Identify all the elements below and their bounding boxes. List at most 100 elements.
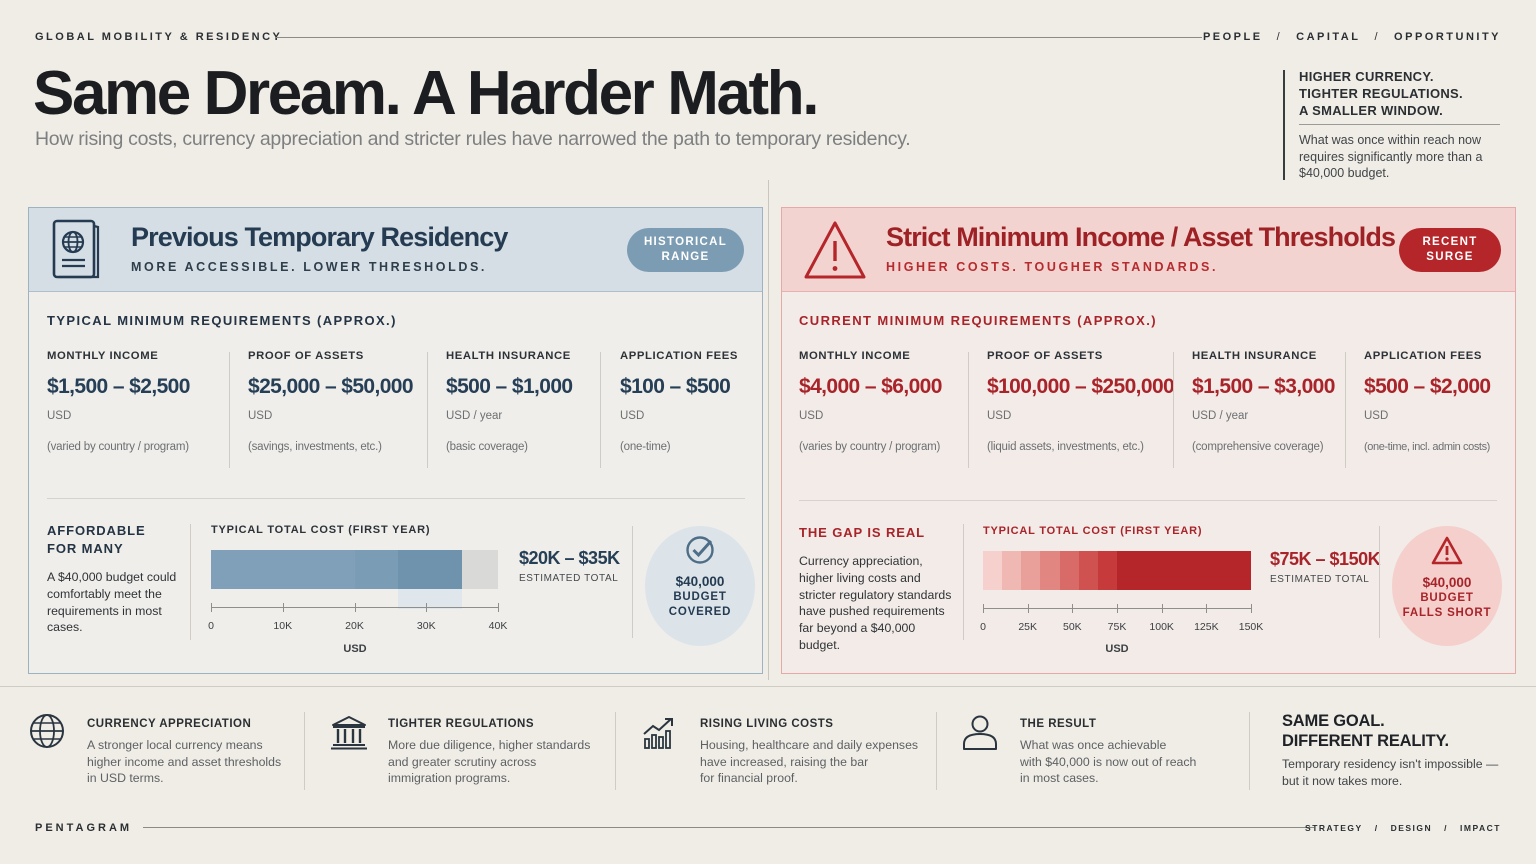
passport-icon bbox=[52, 219, 100, 279]
req-note: (varied by country / program) bbox=[47, 441, 189, 453]
footer-impact[interactable]: IMPACT bbox=[1460, 823, 1501, 833]
req-unit: USD bbox=[987, 410, 1012, 422]
block-divider bbox=[963, 524, 964, 640]
feature-line: and greater scrutiny across bbox=[388, 754, 537, 769]
req-value: $500 – $2,000 bbox=[1364, 375, 1491, 398]
panel-header: Previous Temporary Residency MORE ACCESS… bbox=[29, 208, 762, 292]
feature-body: A stronger local currency means higher i… bbox=[87, 737, 281, 787]
feature-line: Housing, healthcare and daily expenses bbox=[700, 738, 919, 752]
range-shadow bbox=[398, 589, 463, 609]
req-value: $1,500 – $2,500 bbox=[47, 375, 190, 398]
footer-brand: PENTAGRAM bbox=[35, 822, 133, 834]
bar-gradient-step bbox=[1040, 551, 1061, 590]
req-label: APPLICATION FEES bbox=[1364, 350, 1482, 362]
x-tick bbox=[1117, 604, 1118, 613]
bank-icon bbox=[331, 716, 367, 750]
footer-strategy[interactable]: STRATEGY bbox=[1305, 823, 1363, 833]
panel-subtitle: HIGHER COSTS. TOUGHER STANDARDS. bbox=[886, 260, 1219, 274]
footer-separator: / bbox=[1374, 823, 1379, 833]
footer-design[interactable]: DESIGN bbox=[1390, 823, 1433, 833]
footer-rule bbox=[143, 827, 1314, 828]
req-unit: USD bbox=[1364, 410, 1389, 422]
requirements-grid: MONTHLY INCOME $4,000 – $6,000 USD (vari… bbox=[782, 350, 1517, 472]
nav-people[interactable]: PEOPLE bbox=[1202, 31, 1263, 43]
title-line: AFFORDABLE bbox=[47, 523, 146, 538]
feature-currency: CURRENCY APPRECIATION A stronger local c… bbox=[28, 712, 281, 787]
kicker: GLOBAL MOBILITY & RESIDENCY bbox=[35, 31, 283, 43]
block-divider bbox=[632, 526, 633, 638]
bar-base bbox=[211, 550, 355, 589]
bar-gradient-step bbox=[1002, 551, 1022, 590]
feature-line: for financial proof. bbox=[700, 771, 798, 786]
panel-header: Strict Minimum Income / Asset Thresholds… bbox=[782, 208, 1515, 292]
x-tick bbox=[354, 603, 356, 612]
body-line: but it now takes more. bbox=[1282, 773, 1403, 788]
side-line: A SMALLER WINDOW. bbox=[1299, 103, 1443, 118]
previous-residency-panel: Previous Temporary Residency MORE ACCESS… bbox=[28, 207, 763, 674]
circle-amount: $40,000 bbox=[1422, 575, 1472, 590]
feature-line: A stronger local currency means bbox=[87, 738, 263, 752]
affordable-title: AFFORDABLE FOR MANY bbox=[47, 522, 146, 558]
req-col-fees: APPLICATION FEES $500 – $2,000 USD (one-… bbox=[1364, 350, 1491, 472]
req-value: $100,000 – $250,000 bbox=[987, 375, 1175, 398]
req-value: $1,500 – $3,000 bbox=[1192, 375, 1335, 398]
x-tick-label: 100K bbox=[1149, 621, 1174, 633]
x-tick bbox=[983, 604, 984, 613]
cost-label: TYPICAL TOTAL COST (FIRST YEAR) bbox=[211, 524, 431, 536]
page-subtitle: How rising costs, currency appreciation … bbox=[35, 128, 911, 150]
x-tick bbox=[1027, 604, 1029, 613]
recent-surge-badge[interactable]: RECENT SURGE bbox=[1399, 228, 1501, 272]
bar-range-highlight bbox=[398, 550, 463, 589]
x-tick bbox=[498, 603, 499, 612]
feature-body: What was once achievable with $40,000 is… bbox=[1020, 737, 1196, 787]
x-tick-label: 25K bbox=[1018, 621, 1037, 633]
nav-opportunity[interactable]: OPPORTUNITY bbox=[1394, 31, 1501, 43]
x-tick-label: 40K bbox=[488, 620, 508, 632]
col-divider bbox=[229, 352, 230, 468]
circle-line: FALLS SHORT bbox=[1402, 607, 1492, 619]
x-tick-label: 50K bbox=[1062, 621, 1082, 633]
bar-range bbox=[1117, 551, 1251, 590]
header-rule bbox=[275, 37, 1202, 38]
req-col-assets: PROOF OF ASSETS $25,000 – $50,000 USD (s… bbox=[248, 350, 414, 472]
person-icon bbox=[963, 715, 997, 750]
req-label: PROOF OF ASSETS bbox=[987, 350, 1103, 362]
feature-divider bbox=[1249, 712, 1250, 790]
x-tick bbox=[211, 603, 212, 612]
circle-amount: $40,000 bbox=[675, 574, 725, 589]
x-tick-label: 10K bbox=[273, 620, 293, 632]
historical-range-badge[interactable]: HISTORICAL RANGE bbox=[627, 228, 744, 272]
req-label: PROOF OF ASSETS bbox=[248, 350, 364, 362]
nav-capital[interactable]: CAPITAL bbox=[1296, 31, 1361, 43]
req-note: (one-time) bbox=[620, 441, 671, 453]
requirements-title: TYPICAL MINIMUM REQUIREMENTS (APPROX.) bbox=[47, 313, 397, 328]
panel-subtitle: MORE ACCESSIBLE. LOWER THRESHOLDS. bbox=[131, 260, 488, 274]
feature-line: More due diligence, higher standards bbox=[388, 738, 591, 752]
req-value: $25,000 – $50,000 bbox=[248, 375, 414, 398]
req-col-insurance: HEALTH INSURANCE $500 – $1,000 USD / yea… bbox=[446, 350, 573, 472]
col-divider bbox=[600, 352, 601, 468]
x-tick bbox=[1206, 604, 1208, 613]
req-unit: USD / year bbox=[1192, 410, 1249, 422]
req-note: (liquid assets, investments, etc.) bbox=[987, 441, 1144, 453]
req-col-insurance: HEALTH INSURANCE $1,500 – $3,000 USD / y… bbox=[1192, 350, 1335, 472]
feature-line: immigration programs. bbox=[388, 771, 511, 786]
col-divider bbox=[427, 352, 428, 468]
x-tick-label: 0 bbox=[208, 620, 214, 632]
req-note: (one-time, incl. admin costs) bbox=[1364, 441, 1490, 453]
side-note-rule bbox=[1283, 70, 1285, 180]
feature-living-costs: RISING LIVING COSTS Housing, healthcare … bbox=[641, 712, 918, 787]
req-label: MONTHLY INCOME bbox=[47, 350, 159, 362]
feature-result: THE RESULT What was once achievable with… bbox=[961, 712, 1196, 787]
x-tick bbox=[426, 603, 428, 612]
req-label: MONTHLY INCOME bbox=[799, 350, 911, 362]
badge-line: SURGE bbox=[1426, 251, 1474, 263]
req-unit: USD bbox=[620, 410, 645, 422]
panel-title: Strict Minimum Income / Asset Thresholds bbox=[886, 222, 1396, 252]
req-value: $100 – $500 bbox=[620, 375, 731, 398]
req-note: (savings, investments, etc.) bbox=[248, 441, 382, 453]
feature-line: in USD terms. bbox=[87, 771, 164, 786]
top-nav: PEOPLE / CAPITAL / OPPORTUNITY bbox=[1203, 31, 1501, 43]
cost-range-label: ESTIMATED TOTAL bbox=[519, 573, 619, 584]
x-tick-label: 20K bbox=[345, 620, 364, 632]
